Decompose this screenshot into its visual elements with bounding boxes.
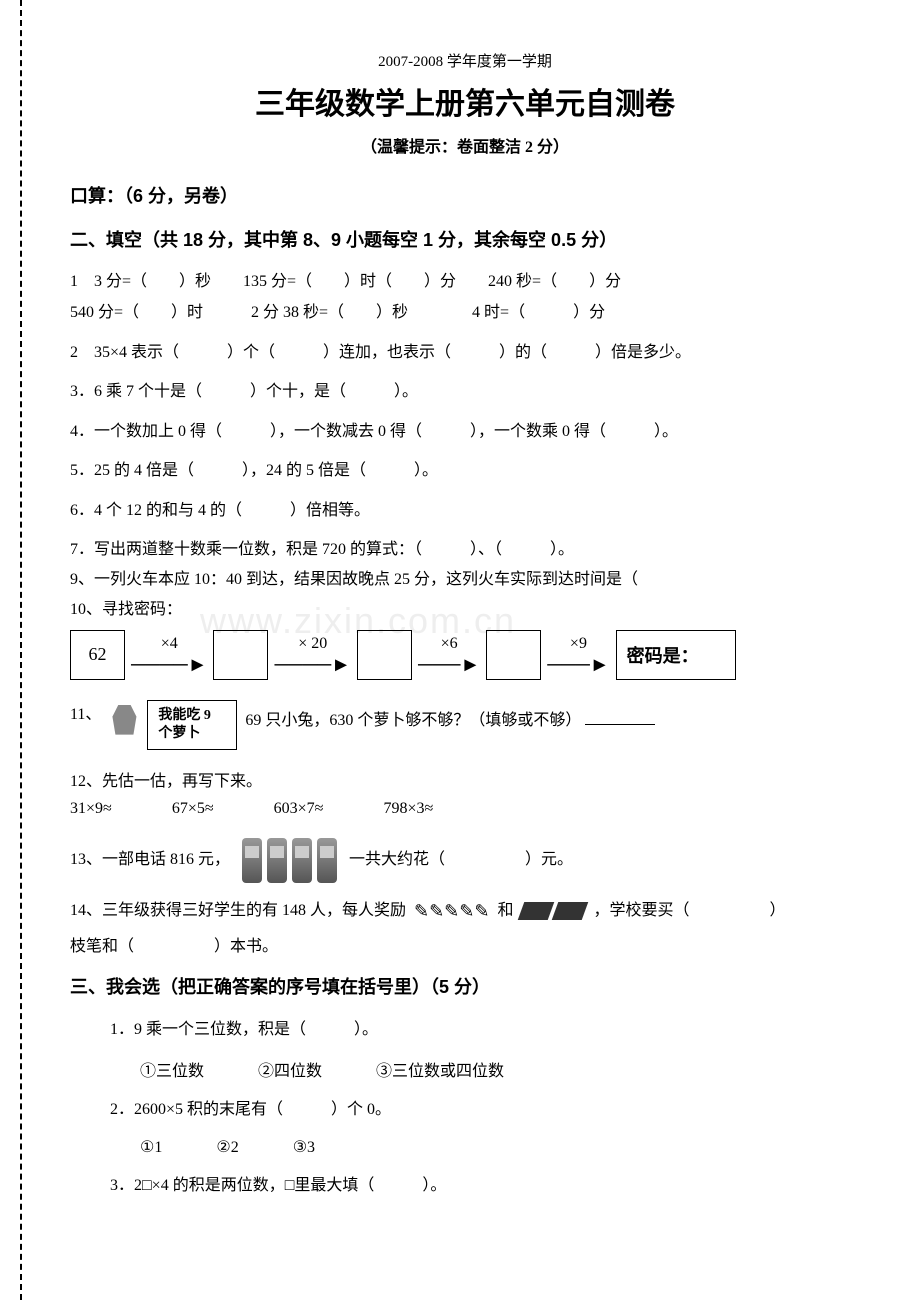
s3-q2-options: ①1 ②2 ③3 xyxy=(70,1137,860,1157)
arrow-icon: ───► xyxy=(547,655,609,675)
estimate-row: 31×9≈ 67×5≈ 603×7≈ 798×3≈ xyxy=(70,800,860,818)
arrow-icon: ────► xyxy=(131,655,207,675)
q14-mid: 和 xyxy=(497,902,513,919)
q13-post: 一共大约花（ ）元。 xyxy=(349,851,573,868)
speech-bubble: 我能吃 9 个萝卜 xyxy=(147,700,237,750)
flow-op2: × 20 xyxy=(298,635,327,653)
est2: 67×5≈ xyxy=(172,800,214,818)
q2: 2 35×4 表示（ ）个（ ）连加，也表示（ ）的（ ）倍是多少。 xyxy=(70,340,860,366)
flow-op3: ×6 xyxy=(441,635,458,653)
phone-icon xyxy=(317,838,337,883)
flow-op4: ×9 xyxy=(570,635,587,653)
book-icon xyxy=(518,902,555,920)
s3-q2: 2．2600×5 积的末尾有（ ）个 0。 xyxy=(70,1097,860,1123)
section1-heading: 口算：（6 分，另卷） xyxy=(70,182,860,208)
q6: 6．4 个 12 的和与 4 的（ ）倍相等。 xyxy=(70,498,860,524)
arrow-icon: ───► xyxy=(418,655,480,675)
flow-box3 xyxy=(357,630,412,680)
phone-icon xyxy=(292,838,312,883)
section3-heading: 三、我会选（把正确答案的序号填在括号里）（5 分） xyxy=(70,973,860,999)
flow-box2 xyxy=(213,630,268,680)
q3: 3．6 乘 7 个十是（ ）个十，是（ ）。 xyxy=(70,379,860,405)
blank-line xyxy=(585,707,655,725)
books-icon xyxy=(521,902,585,920)
pens-icon: ✎✎✎✎✎ xyxy=(414,897,489,926)
q13: 13、一部电话 816 元， 一共大约花（ ）元。 xyxy=(70,838,860,883)
section2-heading: 二、填空（共 18 分，其中第 8、9 小题每空 1 分，其余每空 0.5 分） xyxy=(70,226,860,252)
q11-label: 11、 xyxy=(70,700,101,724)
flow-op1: ×4 xyxy=(161,635,178,653)
page-title: 三年级数学上册第六单元自测卷 xyxy=(70,79,860,123)
q5: 5．25 的 4 倍是（ ），24 的 5 倍是（ ）。 xyxy=(70,458,860,484)
est1: 31×9≈ xyxy=(70,800,112,818)
phone-icon xyxy=(267,838,287,883)
s3-q3: 3．2□×4 的积是两位数，□里最大填（ ）。 xyxy=(70,1173,860,1199)
q13-pre: 13、一部电话 816 元， xyxy=(70,851,230,868)
q1-line1: 1 3 分=（ ）秒 135 分=（ ）时（ ）分 240 秒=（ ）分 xyxy=(70,270,860,294)
q11-row: 11、 我能吃 9 个萝卜 69 只小兔，630 个萝卜够不够？（填够或不够） xyxy=(70,700,860,750)
flow-box4 xyxy=(486,630,541,680)
rabbit-icon xyxy=(109,705,139,735)
q12: 12、先估一估，再写下来。 xyxy=(70,770,860,794)
hint-text: （温馨提示：卷面整洁 2 分） xyxy=(70,133,860,157)
book-icon xyxy=(552,902,589,920)
s3-q1-options: ①三位数 ②四位数 ③三位数或四位数 xyxy=(70,1057,860,1081)
arrow-icon: ────► xyxy=(274,655,350,675)
q4: 4．一个数加上 0 得（ ），一个数减去 0 得（ ），一个数乘 0 得（ ）。 xyxy=(70,419,860,445)
opt3: ③三位数或四位数 xyxy=(376,1063,504,1080)
q9: 9、一列火车本应 10：40 到达，结果因故晚点 25 分，这列火车实际到达时间… xyxy=(70,568,860,592)
q7: 7．写出两道整十数乘一位数，积是 720 的算式：（ ）、（ ）。 xyxy=(70,538,860,562)
password-flow: 62 ×4 ────► × 20 ────► ×6 ───► ×9 ───► 密… xyxy=(70,630,860,680)
q14-pre: 14、三年级获得三好学生的有 148 人，每人奖励 xyxy=(70,902,406,919)
est3: 603×7≈ xyxy=(274,800,324,818)
opt1: ①三位数 xyxy=(140,1063,204,1080)
opt2: ②四位数 xyxy=(258,1063,322,1080)
phone-icons xyxy=(242,838,337,883)
opt2: ②2 xyxy=(216,1139,238,1156)
q11-text: 69 只小兔，630 个萝卜够不够？（填够或不够） xyxy=(245,700,655,730)
flow-result-box: 密码是： xyxy=(616,630,736,680)
header-year: 2007-2008 学年度第一学期 xyxy=(70,50,860,71)
q1-line2: 540 分=（ ）时 2 分 38 秒=（ ）秒 4 时=（ ）分 xyxy=(70,300,860,326)
q14: 14、三年级获得三好学生的有 148 人，每人奖励 ✎✎✎✎✎ 和 ，学校要买（… xyxy=(70,897,860,926)
q14-line2: 枝笔和（ ）本书。 xyxy=(70,934,860,960)
q14-post: ，学校要买（ ） xyxy=(593,902,785,919)
q10: 10、寻找密码： xyxy=(70,598,860,622)
opt1: ①1 xyxy=(140,1139,162,1156)
opt3: ③3 xyxy=(293,1139,315,1156)
s3-q1: 1．9 乘一个三位数，积是（ ）。 xyxy=(70,1017,860,1043)
phone-icon xyxy=(242,838,262,883)
est4: 798×3≈ xyxy=(383,800,433,818)
flow-start-box: 62 xyxy=(70,630,125,680)
